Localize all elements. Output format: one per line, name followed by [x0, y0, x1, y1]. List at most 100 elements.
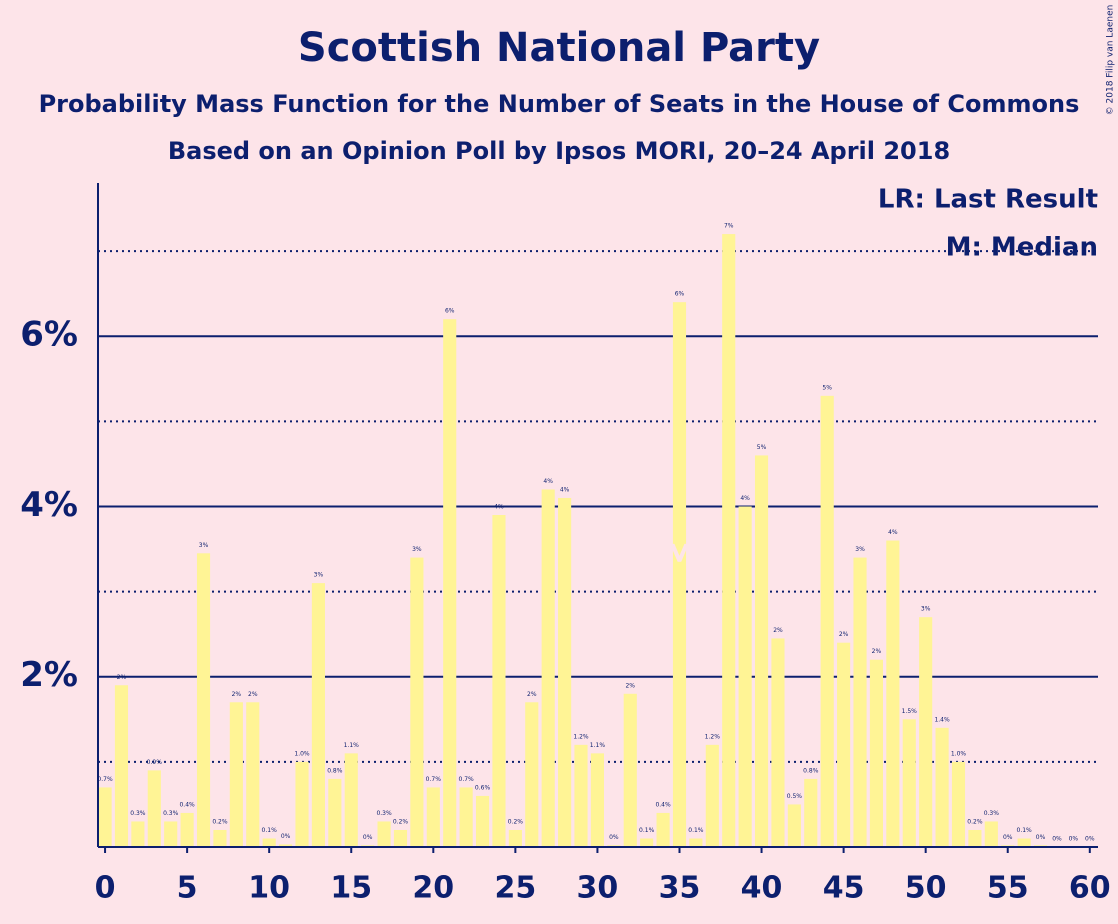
- value-label: 0%: [1052, 836, 1062, 843]
- value-label: 5%: [822, 384, 832, 391]
- x-tick-label: 45: [823, 871, 865, 906]
- value-label: 0%: [1085, 836, 1095, 843]
- x-tick-label: 55: [987, 871, 1029, 906]
- bar: [344, 753, 358, 847]
- bar: [98, 787, 112, 847]
- value-label: 0%: [609, 834, 619, 841]
- bar: [837, 642, 851, 847]
- bar: [672, 302, 687, 848]
- value-label: 0.8%: [327, 767, 343, 774]
- value-label: 0.3%: [163, 810, 179, 817]
- bar: [968, 829, 982, 847]
- bar: [771, 638, 785, 847]
- value-label: 0.2%: [393, 818, 409, 825]
- value-label: 1.0%: [951, 750, 967, 757]
- bar: [311, 583, 325, 847]
- y-tick-label: 6%: [20, 315, 78, 355]
- bar: [131, 821, 145, 847]
- bar: [279, 844, 293, 847]
- value-label: 0.8%: [803, 767, 819, 774]
- bar: [853, 557, 867, 847]
- value-label: 2%: [839, 631, 849, 638]
- value-label: 0%: [363, 834, 373, 841]
- bar: [574, 744, 588, 847]
- bar: [459, 787, 473, 847]
- value-label: 0%: [1003, 834, 1013, 841]
- value-label: 0.1%: [262, 827, 278, 834]
- chart-title: Scottish National Party: [298, 25, 820, 71]
- value-label: 0.7%: [97, 776, 113, 783]
- bar: [623, 693, 637, 847]
- bar: [246, 702, 260, 847]
- x-tick-label: 15: [330, 871, 372, 906]
- value-label: 1.4%: [934, 716, 950, 723]
- bar: [492, 515, 506, 847]
- value-label: 2%: [248, 691, 258, 698]
- value-label: 0%: [1036, 834, 1046, 841]
- value-label: 0.4%: [655, 801, 671, 808]
- bar: [984, 821, 998, 847]
- value-label: 1.0%: [294, 750, 310, 757]
- x-tick-label: 50: [905, 871, 947, 906]
- bar: [196, 553, 211, 847]
- value-label: 0.3%: [984, 810, 1000, 817]
- value-label: 2%: [625, 682, 635, 689]
- value-label: 0.1%: [639, 827, 655, 834]
- value-label: 0.3%: [376, 810, 392, 817]
- value-label: 3%: [199, 542, 209, 549]
- bar: [229, 702, 243, 847]
- value-label: 4%: [740, 495, 750, 502]
- bar: [443, 319, 457, 847]
- bar: [525, 702, 539, 847]
- x-tick-label: 35: [659, 871, 701, 906]
- value-label: 2%: [773, 627, 783, 634]
- value-label: 0.2%: [508, 818, 524, 825]
- bar: [935, 727, 949, 847]
- bar: [410, 557, 424, 847]
- value-label: 0.4%: [179, 801, 195, 808]
- bar: [919, 617, 933, 847]
- bar: [213, 829, 227, 847]
- bar: [820, 395, 834, 847]
- legend-entry: M: Median: [946, 233, 1098, 263]
- value-label: 3%: [314, 572, 324, 579]
- value-label: 6%: [675, 291, 685, 298]
- value-label: 0%: [1069, 836, 1079, 843]
- bar: [328, 778, 342, 847]
- x-tick-label: 30: [577, 871, 619, 906]
- bar: [377, 821, 391, 847]
- y-tick-label: 2%: [20, 655, 78, 695]
- value-label: 0.5%: [787, 793, 803, 800]
- value-label: 1.2%: [573, 733, 589, 740]
- bar: [902, 719, 916, 847]
- bar: [886, 540, 900, 847]
- bar: [689, 838, 703, 847]
- bar: [180, 812, 194, 847]
- bar: [656, 812, 670, 847]
- copyright: © 2018 Filip van Laenen: [1106, 5, 1116, 116]
- value-label: 4%: [543, 478, 553, 485]
- x-tick-label: 0: [95, 871, 116, 906]
- value-label: 2%: [117, 674, 127, 681]
- x-tick-label: 60: [1069, 871, 1111, 906]
- value-label: 0.6%: [475, 784, 491, 791]
- x-tick-label: 5: [177, 871, 198, 906]
- median-marker: M: [665, 539, 695, 574]
- x-tick-label: 40: [741, 871, 783, 906]
- value-label: 0.3%: [130, 810, 146, 817]
- bar: [164, 821, 178, 847]
- value-label: 1.2%: [705, 733, 721, 740]
- legend-entry: LR: Last Result: [878, 185, 1098, 215]
- bar: [426, 787, 440, 847]
- value-label: 4%: [888, 529, 898, 536]
- value-label: 3%: [921, 606, 931, 613]
- chart-subtitle: Probability Mass Function for the Number…: [39, 90, 1080, 118]
- bar: [1017, 838, 1031, 847]
- x-tick-label: 25: [494, 871, 536, 906]
- value-label: 2%: [872, 648, 882, 655]
- bar: [787, 804, 801, 847]
- bar: [147, 770, 161, 847]
- bar: [754, 455, 769, 847]
- value-label: 3%: [412, 546, 422, 553]
